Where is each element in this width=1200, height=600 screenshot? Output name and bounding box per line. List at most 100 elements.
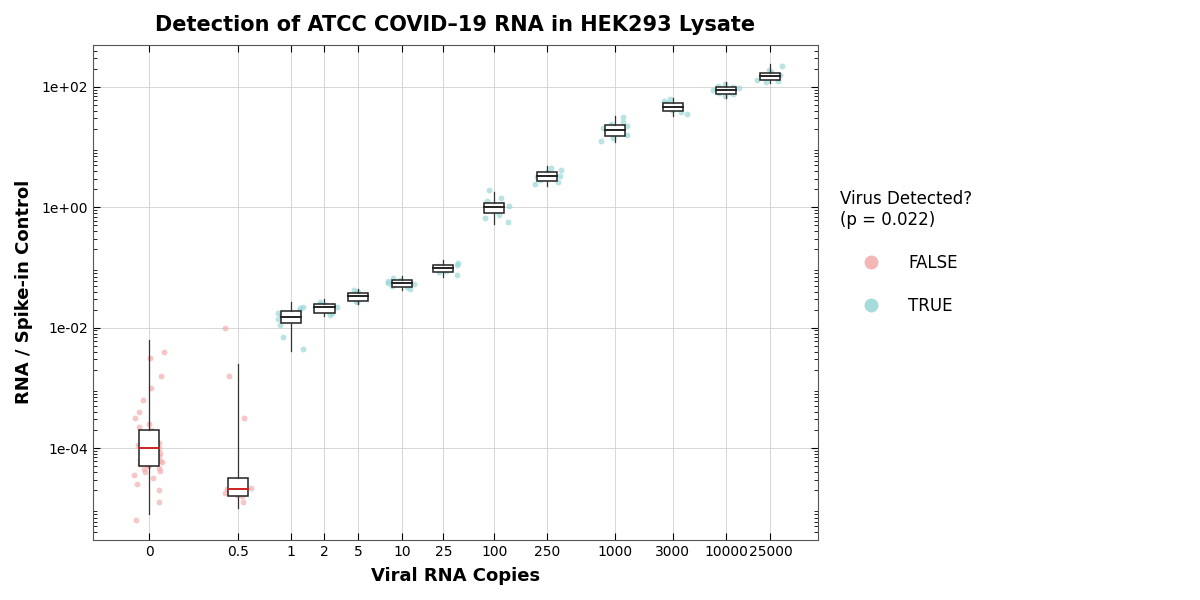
Point (283, 312, 302, 322)
Point (658, 98, 677, 107)
Point (448, 260, 467, 269)
Point (133, 428, 152, 438)
Point (660, 94, 679, 104)
Point (293, 302, 312, 311)
Point (148, 454, 167, 464)
Point (125, 470, 144, 480)
Bar (761, 73, 780, 80)
Point (130, 407, 149, 417)
Point (748, 75, 767, 85)
Point (593, 123, 612, 133)
Point (151, 466, 170, 476)
Point (352, 293, 371, 302)
Point (613, 117, 632, 127)
Point (347, 294, 366, 304)
Point (773, 61, 792, 71)
Point (346, 288, 365, 298)
Point (215, 488, 234, 498)
Point (127, 515, 146, 525)
Point (318, 306, 337, 316)
Point (146, 445, 166, 455)
Point (310, 297, 329, 307)
Point (294, 344, 313, 353)
Point (478, 197, 497, 206)
Point (430, 263, 449, 272)
Point (656, 100, 676, 109)
Point (151, 371, 170, 381)
Point (527, 172, 546, 182)
Point (142, 383, 161, 393)
Point (499, 202, 518, 211)
Point (271, 310, 290, 319)
Point (322, 308, 341, 317)
Point (761, 71, 780, 81)
Point (137, 442, 156, 452)
Bar (392, 280, 413, 287)
Point (227, 490, 246, 500)
Point (232, 485, 251, 495)
Point (756, 77, 775, 87)
Bar (538, 172, 558, 181)
Point (613, 112, 632, 122)
Point (344, 286, 364, 295)
Point (130, 422, 149, 432)
Point (383, 281, 402, 290)
Point (384, 274, 403, 283)
Point (605, 125, 624, 135)
Point (448, 270, 467, 280)
Point (145, 452, 164, 462)
Point (490, 210, 509, 220)
Bar (139, 430, 160, 466)
Point (486, 206, 505, 216)
Point (149, 443, 168, 453)
X-axis label: Viral RNA Copies: Viral RNA Copies (371, 567, 540, 585)
Point (724, 82, 743, 92)
Point (134, 395, 154, 405)
Point (347, 296, 366, 305)
Point (130, 455, 149, 465)
Point (340, 290, 359, 299)
Title: Detection of ATCC COVID–19 RNA in HEK293 Lysate: Detection of ATCC COVID–19 RNA in HEK293… (155, 15, 755, 35)
Point (134, 464, 154, 474)
Point (150, 463, 169, 473)
Point (769, 76, 788, 86)
Point (715, 91, 734, 101)
Point (378, 276, 397, 286)
Point (524, 179, 544, 189)
Point (542, 169, 562, 179)
Point (670, 101, 689, 111)
Bar (314, 304, 335, 313)
Bar (433, 265, 454, 272)
Point (662, 105, 682, 115)
Point (290, 304, 310, 313)
Point (152, 457, 172, 467)
Point (133, 431, 152, 441)
Point (479, 204, 498, 214)
Point (400, 284, 419, 293)
Point (217, 484, 236, 494)
Bar (716, 87, 736, 94)
Point (760, 69, 779, 79)
Point (139, 460, 158, 470)
Point (397, 282, 416, 292)
Point (143, 473, 162, 483)
Point (134, 458, 154, 468)
Point (658, 103, 677, 113)
Point (428, 262, 448, 271)
Point (499, 218, 518, 227)
Point (730, 83, 749, 93)
Point (538, 167, 557, 177)
Point (770, 70, 790, 80)
Point (548, 177, 568, 187)
Point (126, 413, 145, 423)
Y-axis label: RNA / Spike-in Control: RNA / Spike-in Control (14, 180, 34, 404)
Point (150, 451, 169, 461)
Legend: FALSE, TRUE: FALSE, TRUE (834, 184, 979, 322)
Point (437, 266, 456, 275)
Point (138, 436, 157, 446)
Point (475, 214, 494, 223)
Point (671, 107, 690, 117)
Bar (228, 478, 247, 496)
Bar (662, 103, 683, 111)
Point (128, 440, 148, 450)
